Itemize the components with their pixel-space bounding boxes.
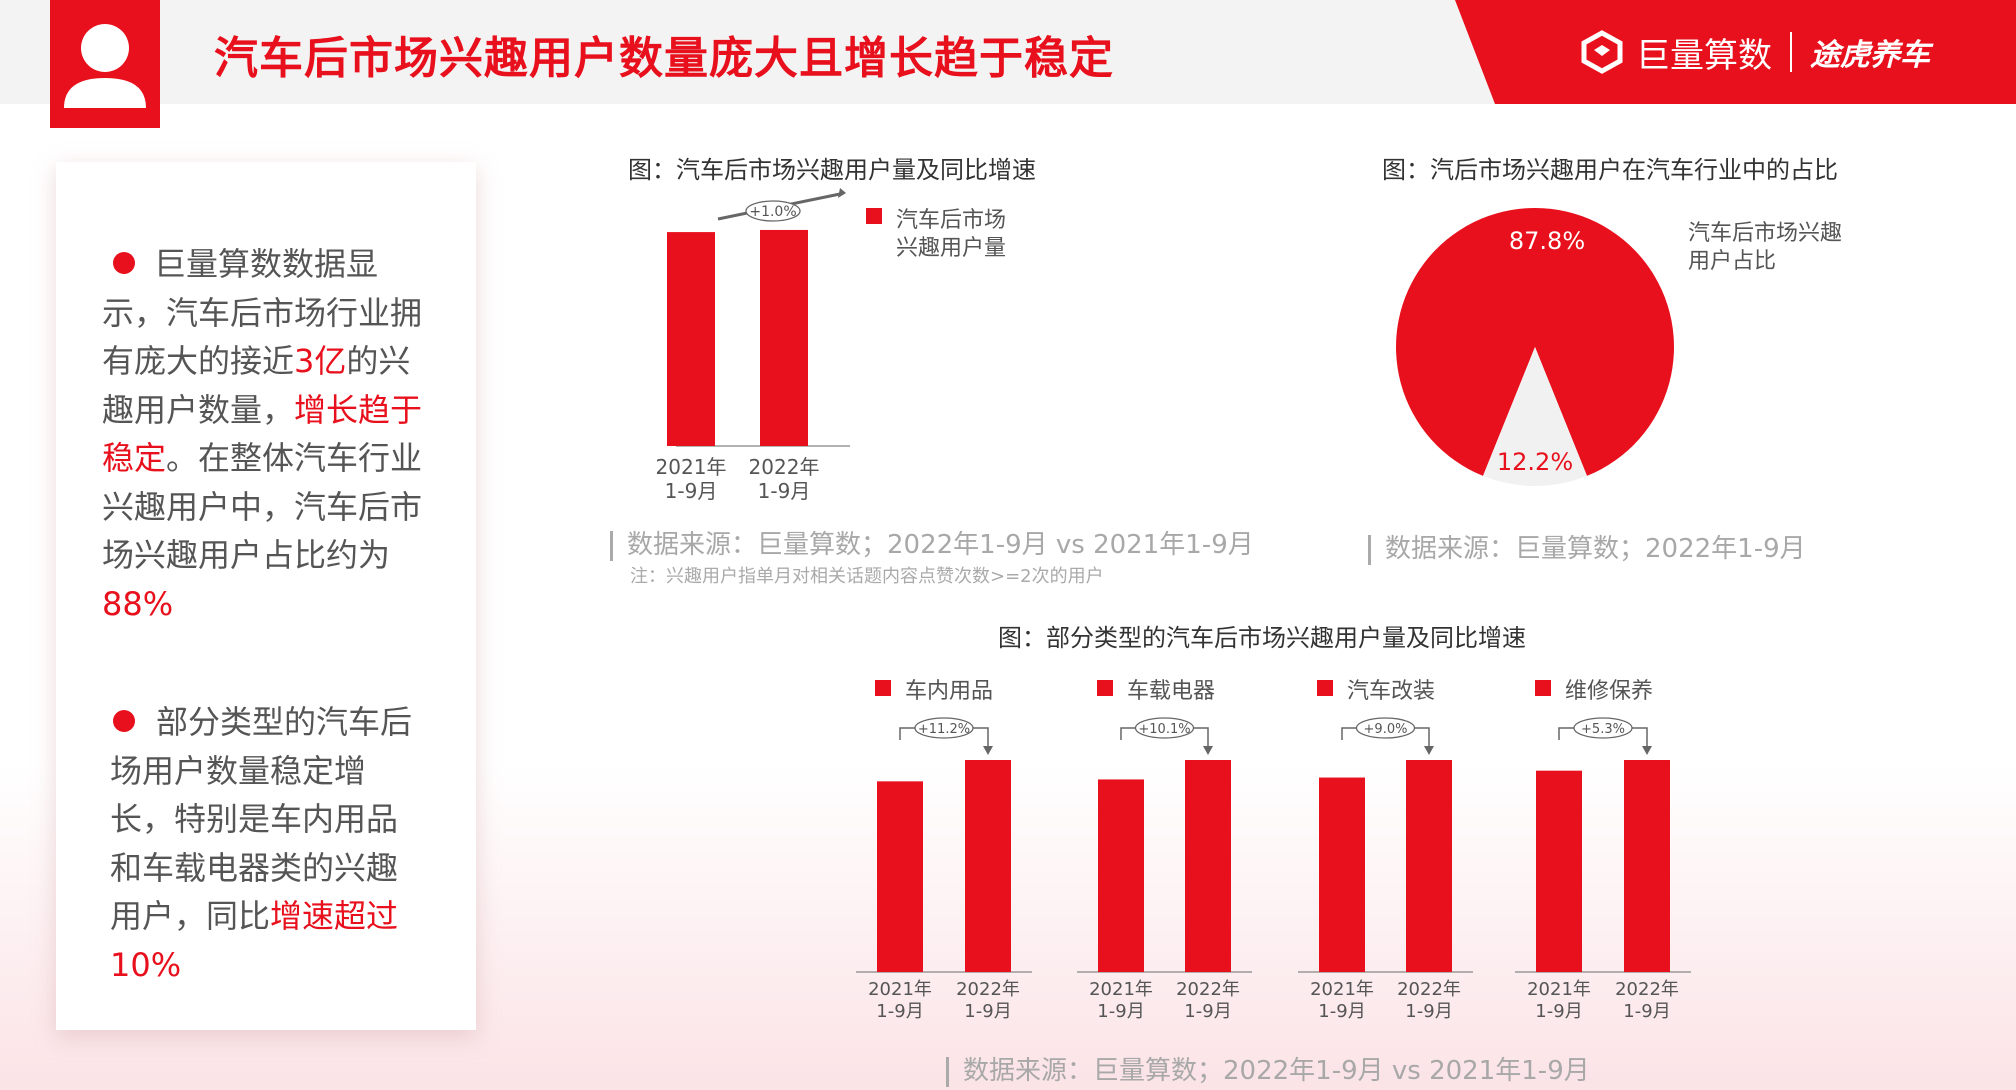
user-avatar	[50, 0, 160, 128]
chart3-group4-bar-1	[1536, 770, 1582, 972]
chart3-group3-tick-2-0: 2022年	[1397, 979, 1461, 1000]
bullet-2-icon	[113, 710, 135, 732]
chart1-legend: 汽车后市场 兴趣用户量	[866, 207, 1006, 263]
chart3-group2-growth-label: +10.1%	[1138, 722, 1190, 737]
summary-paragraph-2: 部分类型的汽车后场用户数量稳定增长，特别是车内用品和车载电器类的兴趣用户，同比增…	[110, 698, 416, 989]
page-title: 汽车后市场兴趣用户数量庞大且增长趋于稳定	[214, 33, 1114, 84]
summary-card	[56, 162, 476, 1030]
summary-p1-run-4: 。在整体汽车行业兴趣用户中，汽车后市场兴趣用户占比约为	[102, 439, 423, 574]
brand-secondary: 途虎养车	[1810, 38, 1930, 73]
chart1-growth-arrowhead	[838, 188, 846, 198]
user-icon	[64, 24, 146, 108]
chart1-note: 注：兴趣用户指单月对相关话题内容点赞次数>=2次的用户	[630, 566, 1104, 587]
chart1-tick-2-0: 2022年	[749, 455, 820, 479]
chart3-group2-tick-2-0: 2022年	[1176, 979, 1240, 1000]
summary-p2-run-1: 增速超过10%	[110, 897, 399, 984]
chart3-group1-bar-2	[965, 760, 1011, 972]
chart3-group1-arrowhead	[983, 746, 993, 755]
chart3-group3-arrowhead	[1424, 746, 1434, 755]
chart3-source: 数据来源：巨量算数；2022年1-9月 vs 2021年1-9月	[946, 1050, 1590, 1087]
chart3-group2-arrowhead	[1203, 746, 1213, 755]
chart3-legend-4: 维修保养	[1565, 679, 1653, 704]
bullet-1-icon	[113, 252, 135, 274]
chart3-group3-bar-1	[1319, 777, 1365, 972]
chart1-bar-2	[760, 229, 808, 446]
chart3-group1-tick-1-0: 2021年	[868, 979, 932, 1000]
chart2-label-1: 87.8%	[1509, 227, 1585, 255]
chart2-source: 数据来源：巨量算数；2022年1-9月	[1368, 528, 1806, 565]
chart3-group3-growth-badge	[1355, 717, 1416, 739]
chart3-group4-tick-2-1: 1-9月	[1623, 1001, 1670, 1022]
chart1-tick-2-1: 1-9月	[758, 479, 811, 503]
chart1-tick-1-1: 1-9月	[665, 479, 718, 503]
chart3-group3-tick-1-0: 2021年	[1310, 979, 1374, 1000]
chart3-legend-3: 汽车改装	[1347, 679, 1435, 704]
summary-paragraph-1: 巨量算数数据显示，汽车后市场行业拥有庞大的接近3亿的兴趣用户数量，增长趋于稳定。…	[102, 240, 424, 628]
chart2-title: 图：汽后市场兴趣用户在汽车行业中的占比	[1382, 156, 1838, 184]
chart3-group2-bar-1	[1098, 779, 1144, 972]
chart3-group3-tick-1-1: 1-9月	[1318, 1001, 1365, 1022]
chart3-group3-tick-2-1: 1-9月	[1405, 1001, 1452, 1022]
brand-strip	[1455, 0, 2016, 104]
summary-p2-run-0: 部分类型的汽车后场用户数量稳定增长，特别是车内用品和车载电器类的兴趣用户，同比	[110, 703, 413, 935]
chart3-legend-swatch-3	[1317, 680, 1333, 696]
chart2-legend: 汽车后市场兴趣 用户占比	[1688, 221, 1843, 274]
brand-divider	[1790, 32, 1792, 72]
chart1-legend-label: 汽车后市场 兴趣用户量	[896, 208, 1007, 261]
chart3-group1-tick-2-1: 1-9月	[964, 1001, 1011, 1022]
summary-p1-run-2: 的兴趣用户数量，	[102, 342, 411, 429]
chart3-legend-swatch-1	[875, 680, 891, 696]
chart3-group1-bar-1	[877, 781, 923, 972]
chart3-group4-tick-2-0: 2022年	[1615, 979, 1679, 1000]
summary-p1-run-0: 巨量算数数据显示，汽车后市场行业拥有庞大的接近	[102, 245, 423, 380]
chart3-legend-2: 车载电器	[1127, 679, 1215, 704]
chart3-group4-tick-1-1: 1-9月	[1535, 1001, 1582, 1022]
summary-p1-run-3: 增长趋于稳定	[102, 390, 423, 478]
chart3-group4-growth-label: +5.3%	[1581, 722, 1625, 737]
chart3-legend-swatch-4	[1535, 680, 1551, 696]
chart1-source: 数据来源：巨量算数；2022年1-9月 vs 2021年1-9月	[610, 524, 1254, 561]
chart3-legend-swatch-2	[1097, 680, 1113, 696]
brand-logos: 巨量算数 途虎养车	[1580, 30, 1930, 76]
summary-p1-run-1: 3亿	[294, 342, 347, 380]
chart3-group4-bar-2	[1624, 760, 1670, 972]
chart1-tick-1-0: 2021年	[656, 455, 727, 479]
chart3-group2-bar-2	[1185, 760, 1231, 972]
chart3-group1-growth-badge	[914, 717, 974, 739]
chart2-slice-1	[1396, 208, 1674, 476]
chart3-group2-tick-2-1: 1-9月	[1184, 1001, 1231, 1022]
chart3-legend-1: 车内用品	[905, 679, 993, 704]
chart1-legend-swatch	[866, 208, 882, 224]
chart1-bar-1	[667, 232, 715, 446]
summary-p1-run-5: 88%	[102, 584, 174, 623]
chart3-group1-tick-1-1: 1-9月	[876, 1001, 923, 1022]
chart1-title: 图：汽车后市场兴趣用户量及同比增速	[628, 156, 1036, 184]
chart3-group2-tick-1-1: 1-9月	[1097, 1001, 1144, 1022]
chart3-group2-tick-1-0: 2021年	[1089, 979, 1153, 1000]
chart1-growth-badge	[745, 200, 801, 222]
chart3-group3-bar-2	[1406, 760, 1452, 972]
chart3-group1-tick-2-0: 2022年	[956, 979, 1020, 1000]
chart2-label-2: 12.2%	[1497, 448, 1573, 476]
chart3-group4-tick-1-0: 2021年	[1527, 979, 1591, 1000]
chart3-group3-growth-label: +9.0%	[1364, 722, 1408, 737]
chart3-group4-growth-badge	[1573, 717, 1633, 739]
chart3-group1-growth-label: +11.2%	[918, 722, 970, 737]
chart3-group4-arrowhead	[1642, 746, 1652, 755]
chart2-slice-2	[1483, 347, 1587, 487]
brand-logo-icon	[1581, 30, 1623, 74]
brand-primary: 巨量算数	[1636, 35, 1772, 76]
chart3-title: 图：部分类型的汽车后市场兴趣用户量及同比增速	[998, 624, 1526, 652]
chart3-group2-growth-badge	[1134, 717, 1195, 739]
chart1-growth-label: +1.0%	[749, 204, 796, 220]
